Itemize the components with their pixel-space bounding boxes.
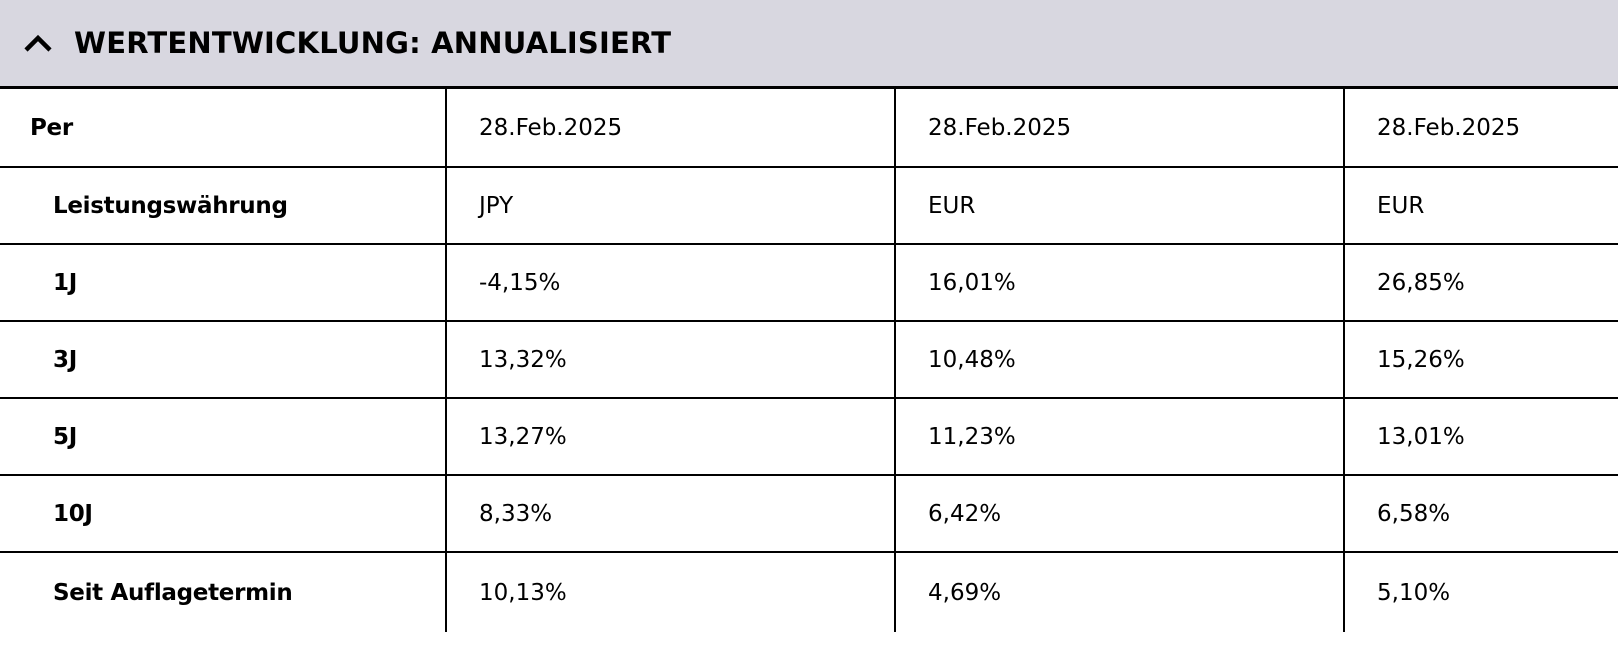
table-cell: 4,69%	[894, 552, 1344, 632]
table-cell: 11,23%	[894, 398, 1344, 476]
table-cell: 13,27%	[445, 398, 895, 476]
table-cell: 10,48%	[894, 321, 1344, 399]
table-cell: 28.Feb.2025	[445, 89, 895, 168]
table-row-per: Per 28.Feb.2025 28.Feb.2025 28.Feb.2025	[0, 89, 1618, 168]
row-label: 5J	[0, 398, 446, 476]
table-cell: 28.Feb.2025	[894, 89, 1344, 168]
table-cell: 5,10%	[1343, 552, 1618, 632]
table-cell: 28.Feb.2025	[1343, 89, 1618, 168]
table-cell: 6,58%	[1343, 475, 1618, 553]
chevron-up-icon[interactable]	[22, 27, 54, 59]
row-label: 10J	[0, 475, 446, 553]
row-label: Leistungswährung	[0, 167, 446, 245]
table-cell: 8,33%	[445, 475, 895, 553]
row-label: 1J	[0, 244, 446, 322]
table-row-since-inception: Seit Auflagetermin 10,13% 4,69% 5,10%	[0, 552, 1618, 632]
section-title: WERTENTWICKLUNG: ANNUALISIERT	[74, 26, 672, 60]
table-cell: 16,01%	[894, 244, 1344, 322]
section-header-toggle[interactable]: WERTENTWICKLUNG: ANNUALISIERT	[0, 0, 1618, 89]
row-label: Seit Auflagetermin	[53, 579, 293, 606]
table-cell: 6,42%	[894, 475, 1344, 553]
table-cell: 26,85%	[1343, 244, 1618, 322]
table-row-10j: 10J 8,33% 6,42% 6,58%	[0, 475, 1618, 553]
table-cell: -4,15%	[445, 244, 895, 322]
table-cell: 15,26%	[1343, 321, 1618, 399]
table-row-1j: 1J -4,15% 16,01% 26,85%	[0, 244, 1618, 322]
row-label: 3J	[0, 321, 446, 399]
table-cell: EUR	[894, 167, 1344, 245]
row-label: Per	[0, 89, 446, 168]
table-cell: 10,13%	[445, 552, 895, 632]
table-cell: 13,32%	[445, 321, 895, 399]
performance-table: Per 28.Feb.2025 28.Feb.2025 28.Feb.2025 …	[0, 89, 1618, 632]
table-cell: 13,01%	[1343, 398, 1618, 476]
table-row-5j: 5J 13,27% 11,23% 13,01%	[0, 398, 1618, 476]
table-cell: JPY	[445, 167, 895, 245]
table-row-currency: Leistungswährung JPY EUR EUR	[0, 167, 1618, 245]
table-row-3j: 3J 13,32% 10,48% 15,26%	[0, 321, 1618, 399]
table-cell: EUR	[1343, 167, 1618, 245]
